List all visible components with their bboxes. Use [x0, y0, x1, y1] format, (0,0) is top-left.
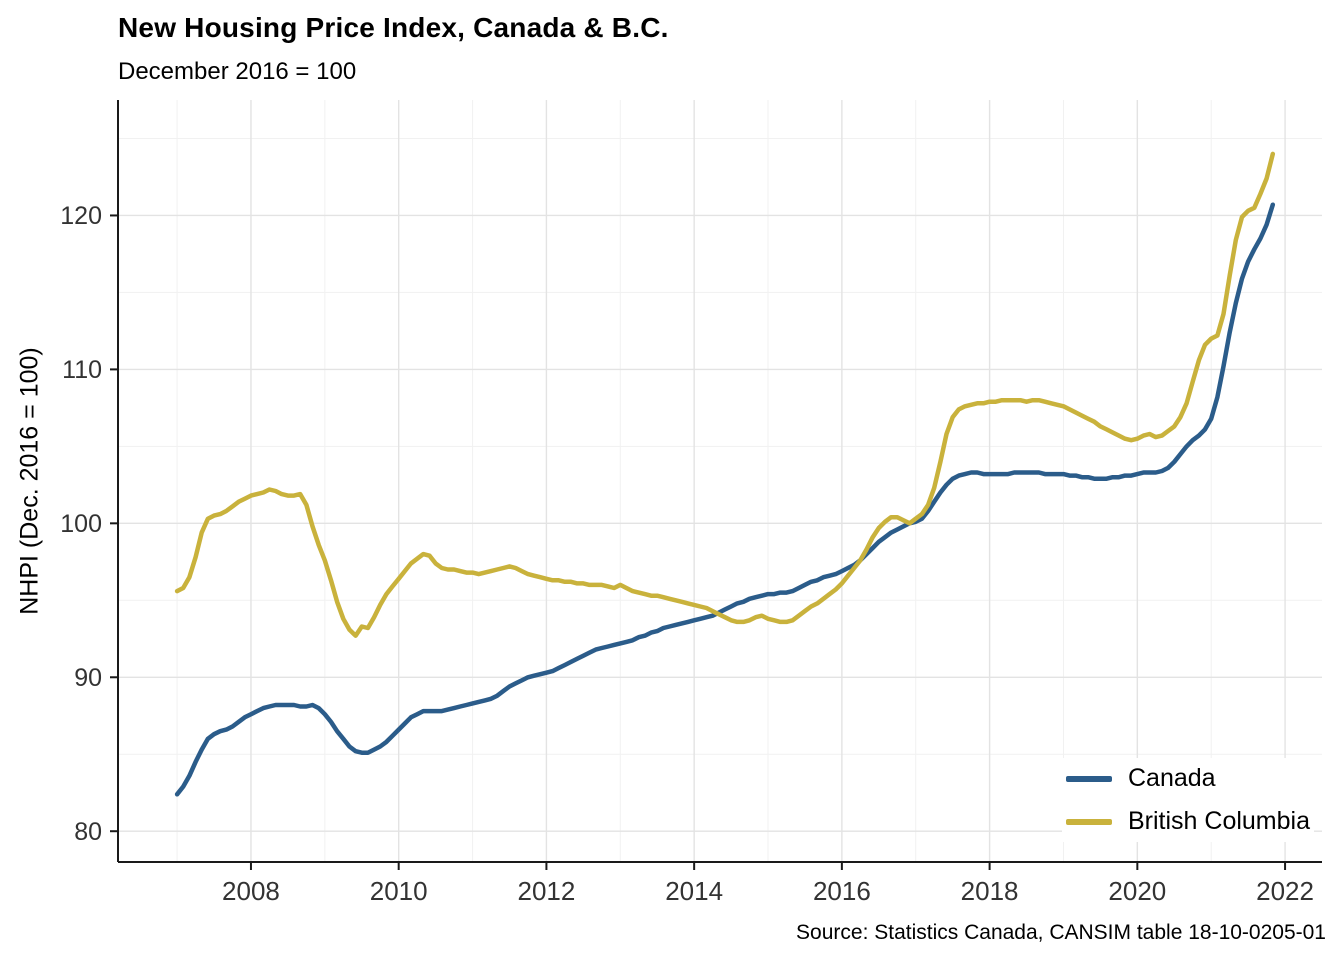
x-tick-label: 2014 — [665, 876, 723, 906]
x-tick-label: 2016 — [813, 876, 871, 906]
y-tick-label: 90 — [74, 664, 102, 692]
legend-item-canada: Canada — [1065, 764, 1310, 793]
legend-label-british-columbia: British Columbia — [1127, 807, 1310, 835]
x-tick-label: 2020 — [1108, 876, 1166, 906]
legend-swatch-british-columbia — [1065, 818, 1112, 825]
chart-subtitle: December 2016 = 100 — [118, 58, 357, 85]
y-tick-label: 120 — [60, 202, 102, 230]
y-tick-label: 110 — [62, 356, 102, 384]
x-tick-label: 2010 — [370, 876, 428, 906]
legend-label-canada: Canada — [1127, 764, 1216, 792]
legend: Canada British Columbia — [1061, 758, 1314, 842]
series-line-british-columbia — [174, 151, 1276, 638]
y-tick-label: 80 — [74, 818, 102, 846]
x-tick-label: 2012 — [517, 876, 575, 906]
chart-title: New Housing Price Index, Canada & B.C. — [118, 12, 669, 43]
x-tick-label: 2022 — [1256, 876, 1314, 906]
x-tick-label: 2008 — [222, 876, 280, 906]
legend-swatch-canada — [1065, 775, 1112, 782]
legend-item-british-columbia: British Columbia — [1065, 807, 1310, 836]
source-caption: Source: Statistics Canada, CANSIM table … — [796, 921, 1326, 944]
x-tick-label: 2018 — [961, 876, 1019, 906]
y-tick-label: 100 — [60, 510, 102, 538]
series-line-canada — [174, 202, 1276, 797]
